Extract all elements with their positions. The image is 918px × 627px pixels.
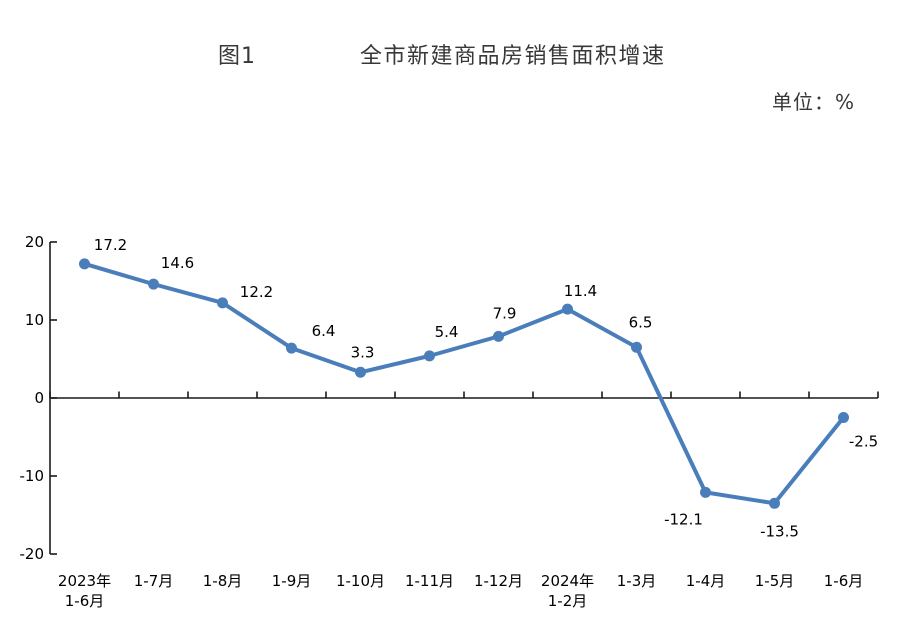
data-point xyxy=(424,350,435,362)
data-value-label: -2.5 xyxy=(849,433,878,451)
x-tick-label: 1-9月 xyxy=(272,572,312,590)
data-point xyxy=(700,486,711,498)
data-point xyxy=(355,366,366,378)
x-tick-label: 1-7月 xyxy=(134,572,174,590)
data-value-label: -12.1 xyxy=(664,510,703,528)
x-tick-label: 1-6月 xyxy=(65,592,105,610)
data-point xyxy=(631,341,642,353)
data-point xyxy=(562,303,573,315)
data-value-label: 12.2 xyxy=(240,283,273,301)
x-tick-label: 1-2月 xyxy=(548,592,588,610)
y-tick-label: -10 xyxy=(20,467,45,485)
data-value-label: 3.3 xyxy=(351,343,375,361)
data-point xyxy=(148,278,159,290)
figure-title: 全市新建商品房销售面积增速 xyxy=(360,44,666,69)
x-tick-label: 1-3月 xyxy=(617,572,657,590)
data-point xyxy=(493,330,504,342)
data-value-label: 5.4 xyxy=(435,323,459,341)
x-tick-label: 1-6月 xyxy=(824,572,864,590)
data-value-label: 7.9 xyxy=(493,304,517,322)
data-point xyxy=(217,297,228,309)
x-tick-label: 1-5月 xyxy=(755,572,795,590)
y-tick-label: 0 xyxy=(34,389,44,407)
data-value-label: 6.4 xyxy=(312,322,336,340)
x-tick-label: 2024年 xyxy=(541,572,594,590)
x-tick-label: 1-8月 xyxy=(203,572,243,590)
figure-number-label: 图1 xyxy=(218,44,256,69)
data-value-label: 17.2 xyxy=(94,236,127,254)
data-value-label: 14.6 xyxy=(161,254,194,272)
y-tick-label: -20 xyxy=(20,545,45,563)
x-tick-label: 1-11月 xyxy=(405,572,454,590)
x-tick-label: 1-4月 xyxy=(686,572,726,590)
data-point xyxy=(79,258,90,270)
x-tick-label: 2023年 xyxy=(58,572,111,590)
data-value-label: 6.5 xyxy=(629,313,653,331)
y-tick-label: 20 xyxy=(25,233,44,251)
y-tick-label: 10 xyxy=(25,311,44,329)
data-point xyxy=(286,342,297,354)
data-point xyxy=(769,497,780,509)
data-point xyxy=(838,412,849,423)
unit-label: 单位：% xyxy=(772,90,856,114)
data-line xyxy=(82,261,846,506)
x-tick-label: 1-10月 xyxy=(336,572,385,590)
data-value-label: 11.4 xyxy=(564,282,597,300)
data-value-label: -13.5 xyxy=(760,522,799,540)
x-tick-label: 1-12月 xyxy=(474,572,523,590)
